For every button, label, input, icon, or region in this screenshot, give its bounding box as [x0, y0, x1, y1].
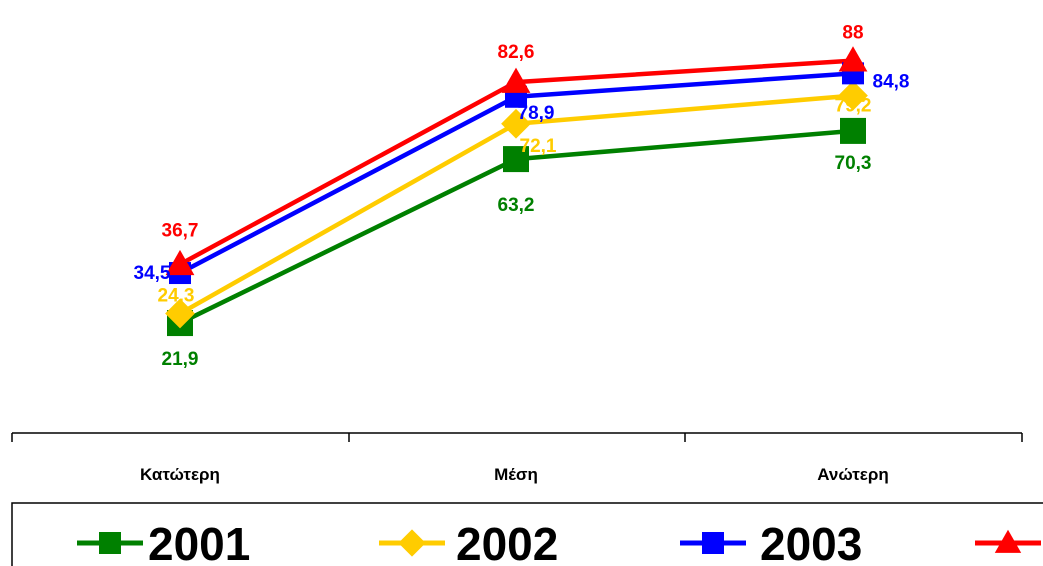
legend-label-2001: 2001 [148, 518, 250, 566]
data-label-2002-1: 72,1 [520, 136, 557, 157]
data-point-2002-1 [501, 108, 531, 139]
x-tick-label-katoteri: Κατώτερη [140, 465, 220, 484]
data-label-2001-0: 21,9 [162, 349, 199, 370]
legend-items: 2001 2002 2003 [77, 518, 1041, 566]
data-point-2001-1 [503, 146, 529, 173]
data-label-2002-0: 24,3 [158, 286, 195, 307]
data-point-2001-2 [840, 117, 866, 144]
data-point-series-4-0 [165, 249, 195, 276]
x-tick-label-anoteri: Ανώτερη [817, 465, 889, 484]
data-labels: 21,9 63,2 70,3 24,3 72,1 79,2 34,5 78,9 84,8 36,7… [134, 23, 910, 370]
series-markers [165, 46, 868, 337]
data-label-series-4-0: 36,7 [162, 220, 199, 241]
legend-swatch-marker-series-4 [994, 529, 1022, 553]
legend: 2001 2002 2003 [11, 502, 1043, 566]
legend-swatch-marker-2003 [702, 532, 724, 554]
data-label-2003-2: 84,8 [873, 71, 910, 92]
data-point-2002-0 [165, 298, 195, 329]
legend-swatch-marker-2002 [398, 529, 426, 557]
data-label-series-4-2: 88 [842, 23, 863, 44]
data-point-series-4-2 [838, 46, 868, 72]
data-label-2003-0: 34,5 [134, 263, 171, 284]
legend-label-2002: 2002 [456, 518, 558, 566]
data-label-series-4-1: 82,6 [498, 42, 535, 63]
data-label-2001-1: 63,2 [498, 195, 535, 216]
data-point-2002-2 [838, 80, 868, 111]
data-point-series-4-1 [501, 67, 531, 93]
data-label-2002-2: 79,2 [835, 96, 872, 117]
legend-label-2003: 2003 [760, 518, 862, 566]
x-tick-label-mesi: Μέση [494, 465, 538, 484]
legend-swatch-marker-2001 [99, 532, 121, 554]
data-label-2003-1: 78,9 [518, 103, 555, 124]
legend-box [11, 502, 1043, 566]
data-label-2001-2: 70,3 [835, 153, 872, 174]
x-axis: Κατώτερη Μέση Ανώτερη [11, 432, 1023, 484]
